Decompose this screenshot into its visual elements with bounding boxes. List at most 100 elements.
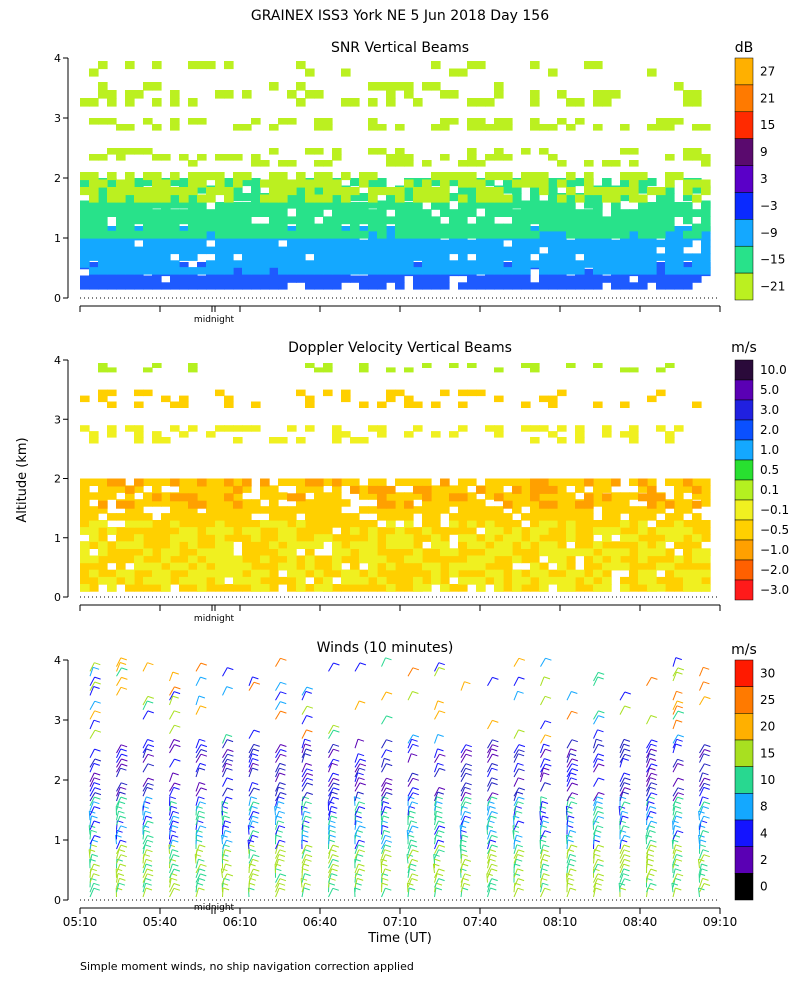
wind-barb-flag [651, 739, 658, 743]
wind-barb-flag [304, 753, 311, 757]
cell [485, 154, 495, 161]
cell [593, 520, 603, 528]
cell [143, 246, 153, 255]
wind-barb [672, 844, 677, 854]
wind-barb [116, 748, 122, 759]
cell [332, 282, 342, 290]
wind-barb-flag [648, 825, 655, 829]
wind-barb-flag [224, 849, 232, 853]
cell [206, 223, 216, 232]
cell [80, 576, 90, 585]
cell [611, 216, 621, 225]
wind-barb-flag [651, 792, 658, 796]
cell [278, 520, 288, 528]
wind-barb [672, 796, 678, 807]
cell [179, 576, 189, 585]
cell [449, 267, 459, 275]
cell [701, 555, 711, 564]
wind-barb-flag [491, 868, 498, 872]
wind-barb [407, 863, 411, 874]
wind-barb-flag [94, 806, 101, 810]
cell [287, 534, 297, 542]
cell [440, 576, 450, 585]
cell [656, 275, 666, 283]
cell [512, 267, 522, 275]
cell [269, 562, 279, 571]
cell [647, 68, 657, 77]
cell [314, 282, 324, 290]
cell [404, 160, 414, 167]
wind-barb [328, 854, 333, 864]
wind-barb [407, 801, 413, 811]
cell [566, 246, 576, 255]
wind-barb [619, 754, 626, 763]
wind-barb-flag [438, 830, 445, 834]
cell [368, 425, 378, 432]
cell [503, 584, 513, 592]
cell [161, 267, 171, 275]
cell [521, 223, 531, 232]
cell [557, 118, 567, 125]
cell [350, 569, 360, 578]
cell [341, 569, 351, 578]
wind-barb [142, 820, 148, 831]
wind-barb [301, 768, 308, 778]
wind-barb [513, 820, 519, 831]
wind-barb [381, 792, 387, 802]
cell [620, 209, 630, 217]
wind-barb-flag [306, 772, 314, 776]
cell [251, 160, 261, 167]
wind-barb-flag [462, 877, 469, 881]
wind-barb [354, 849, 360, 859]
cell [458, 513, 468, 521]
wind-barb-flag [121, 782, 128, 786]
cell [278, 172, 288, 181]
cell [251, 193, 261, 202]
cell [566, 282, 576, 290]
cell [143, 520, 153, 528]
wind-barb [354, 782, 361, 792]
wind-barb [407, 787, 414, 797]
cell [467, 148, 477, 155]
cell [458, 282, 468, 290]
cell [584, 216, 594, 225]
cell [512, 541, 522, 549]
cell [431, 194, 441, 203]
wind-barb [460, 768, 467, 778]
cell [359, 239, 369, 248]
wind-barb-flag [412, 691, 419, 694]
cell [197, 223, 207, 232]
wind-barb [248, 868, 254, 879]
wind-barb [487, 863, 492, 874]
cell [188, 478, 198, 486]
cell [206, 209, 216, 217]
cell [431, 555, 441, 564]
cell [485, 200, 495, 209]
cell [512, 569, 522, 578]
wind-barb-flag [280, 701, 287, 705]
cell [521, 555, 531, 564]
cell [539, 569, 549, 578]
wind-barb-flag [438, 787, 446, 790]
cell [458, 253, 468, 261]
wind-barb [646, 854, 649, 864]
cell [89, 437, 99, 444]
wind-barb [248, 806, 253, 816]
cell [251, 230, 261, 239]
cell [224, 499, 234, 507]
cell [278, 437, 288, 444]
wind-barb-flag [409, 868, 416, 872]
cell [593, 541, 603, 549]
cell [440, 584, 450, 592]
y-tick-label: 0 [54, 591, 61, 604]
wind-barb-flag [385, 839, 393, 843]
wind-barb [89, 792, 96, 802]
wind-barb [354, 791, 359, 802]
cell [80, 513, 90, 521]
cell [98, 90, 108, 99]
wind-barb [619, 787, 626, 797]
cell [287, 520, 297, 528]
wind-barb [566, 772, 571, 782]
wind-barb [513, 849, 519, 859]
wind-barb [593, 863, 598, 874]
